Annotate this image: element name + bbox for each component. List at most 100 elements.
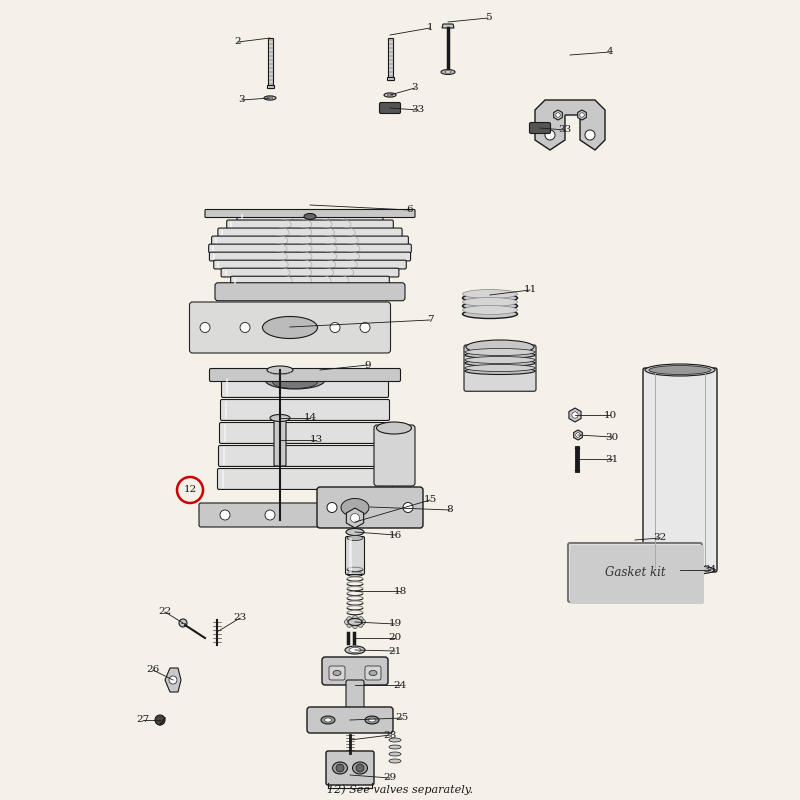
FancyBboxPatch shape xyxy=(329,666,345,680)
FancyBboxPatch shape xyxy=(218,469,393,490)
Polygon shape xyxy=(574,430,582,440)
Circle shape xyxy=(585,130,595,140)
Polygon shape xyxy=(442,24,454,28)
Bar xyxy=(267,38,273,88)
FancyBboxPatch shape xyxy=(222,377,389,398)
Ellipse shape xyxy=(325,718,331,722)
Text: 1: 1 xyxy=(426,23,434,33)
Text: 30: 30 xyxy=(606,433,618,442)
Polygon shape xyxy=(569,408,581,422)
Text: 3: 3 xyxy=(412,83,418,93)
Text: 12) See valves separately.: 12) See valves separately. xyxy=(327,785,473,795)
Text: 12: 12 xyxy=(183,486,197,494)
FancyBboxPatch shape xyxy=(219,422,390,443)
Ellipse shape xyxy=(462,302,518,310)
FancyBboxPatch shape xyxy=(643,368,717,572)
Circle shape xyxy=(240,322,250,333)
Ellipse shape xyxy=(262,317,318,338)
FancyBboxPatch shape xyxy=(210,252,410,261)
Text: 26: 26 xyxy=(146,666,160,674)
Text: 27: 27 xyxy=(136,715,150,725)
Circle shape xyxy=(335,510,345,520)
FancyBboxPatch shape xyxy=(230,276,390,285)
Ellipse shape xyxy=(264,96,276,100)
Circle shape xyxy=(358,617,363,622)
FancyBboxPatch shape xyxy=(215,282,405,301)
Text: 10: 10 xyxy=(603,410,617,419)
Polygon shape xyxy=(346,508,364,528)
Text: 19: 19 xyxy=(388,619,402,629)
Ellipse shape xyxy=(462,306,518,314)
Text: 18: 18 xyxy=(394,586,406,595)
Ellipse shape xyxy=(645,364,715,376)
FancyBboxPatch shape xyxy=(199,503,411,527)
Circle shape xyxy=(576,433,580,438)
Ellipse shape xyxy=(445,71,451,73)
Text: 22: 22 xyxy=(158,607,172,617)
Text: 6: 6 xyxy=(406,206,414,214)
Circle shape xyxy=(358,622,363,627)
Circle shape xyxy=(220,510,230,520)
Text: 23: 23 xyxy=(234,614,246,622)
Circle shape xyxy=(155,715,165,725)
Ellipse shape xyxy=(389,759,401,763)
Ellipse shape xyxy=(270,414,290,422)
Text: 29: 29 xyxy=(383,774,397,782)
Ellipse shape xyxy=(304,214,316,219)
Text: 3: 3 xyxy=(238,95,246,105)
Circle shape xyxy=(169,676,177,684)
Text: 7: 7 xyxy=(426,315,434,325)
Ellipse shape xyxy=(273,375,318,389)
Polygon shape xyxy=(554,110,562,120)
Ellipse shape xyxy=(341,498,369,517)
Circle shape xyxy=(347,617,352,622)
Ellipse shape xyxy=(462,310,518,318)
Ellipse shape xyxy=(465,365,535,371)
Ellipse shape xyxy=(389,738,401,742)
Circle shape xyxy=(347,622,352,627)
FancyBboxPatch shape xyxy=(346,537,365,574)
Circle shape xyxy=(179,619,187,627)
Ellipse shape xyxy=(389,752,401,756)
FancyBboxPatch shape xyxy=(210,369,401,382)
Text: 5: 5 xyxy=(485,14,491,22)
Ellipse shape xyxy=(384,93,396,97)
FancyBboxPatch shape xyxy=(326,751,374,785)
Text: 9: 9 xyxy=(365,361,371,370)
Circle shape xyxy=(356,764,364,772)
Circle shape xyxy=(375,510,385,520)
Ellipse shape xyxy=(267,366,293,374)
Polygon shape xyxy=(535,100,605,150)
Text: 20: 20 xyxy=(388,634,402,642)
Bar xyxy=(387,38,393,80)
Text: 32: 32 xyxy=(654,534,666,542)
FancyBboxPatch shape xyxy=(317,487,423,528)
Ellipse shape xyxy=(465,349,535,355)
FancyBboxPatch shape xyxy=(346,680,364,712)
Circle shape xyxy=(345,619,350,625)
Circle shape xyxy=(327,502,337,513)
FancyBboxPatch shape xyxy=(218,446,391,466)
FancyBboxPatch shape xyxy=(374,425,415,486)
Circle shape xyxy=(336,764,344,772)
Circle shape xyxy=(361,619,366,625)
Ellipse shape xyxy=(465,367,535,374)
Ellipse shape xyxy=(389,745,401,749)
Ellipse shape xyxy=(466,340,534,354)
Circle shape xyxy=(572,412,578,418)
Text: 2: 2 xyxy=(234,38,242,46)
Ellipse shape xyxy=(345,646,365,654)
Ellipse shape xyxy=(462,294,518,302)
Ellipse shape xyxy=(321,716,335,724)
FancyBboxPatch shape xyxy=(221,399,390,421)
Text: 28: 28 xyxy=(383,730,397,739)
Text: 13: 13 xyxy=(310,435,322,445)
FancyBboxPatch shape xyxy=(570,545,704,604)
FancyBboxPatch shape xyxy=(568,543,702,602)
Ellipse shape xyxy=(347,535,363,541)
Circle shape xyxy=(360,322,370,333)
Ellipse shape xyxy=(465,357,535,363)
Ellipse shape xyxy=(645,565,715,575)
Ellipse shape xyxy=(265,371,325,389)
Ellipse shape xyxy=(267,97,273,99)
